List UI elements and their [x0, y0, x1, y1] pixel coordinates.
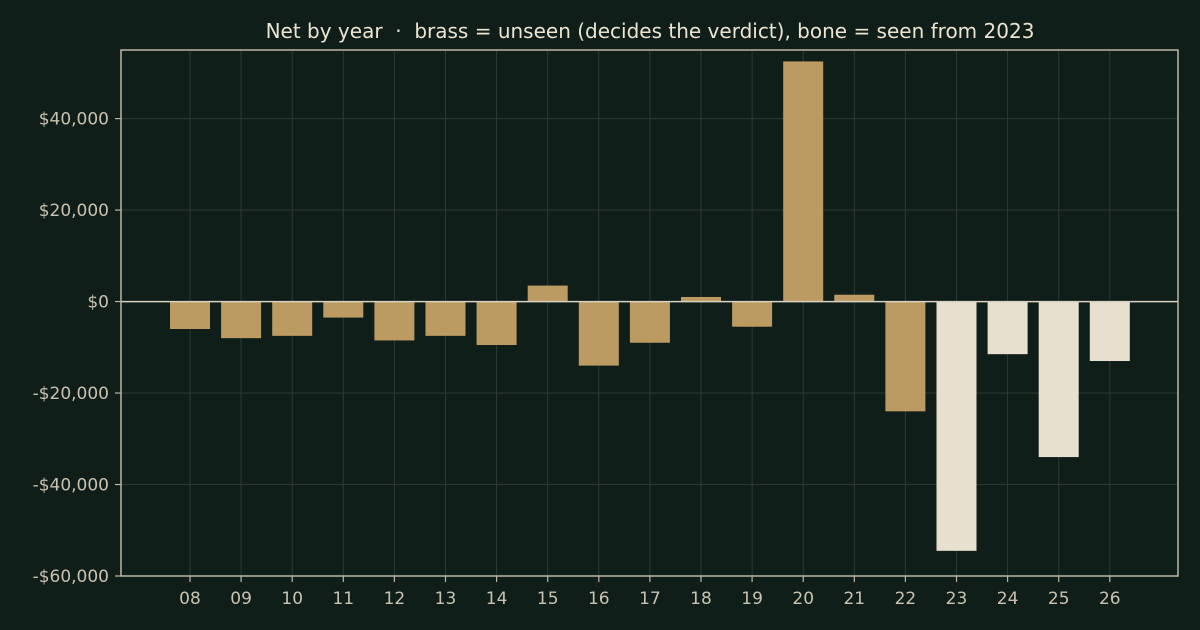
x-tick-label: 10	[281, 589, 303, 609]
bar-20	[783, 61, 824, 302]
y-tick-label: $0	[87, 293, 109, 313]
chart-title: Net by year · brass = unseen (decides th…	[266, 19, 1035, 43]
bar-18	[681, 296, 721, 302]
y-tick-label: -$60,000	[33, 567, 109, 587]
x-axis-ticks: 08 09 10 11 12 13 14 15 16 17 18 19 20 21 22 23 24 25 26	[179, 576, 1121, 609]
bar-10	[272, 301, 313, 336]
bar-13	[425, 301, 466, 336]
bar-22	[885, 301, 926, 412]
x-tick-label: 25	[1048, 589, 1070, 609]
x-tick-label: 22	[895, 589, 917, 609]
x-tick-label: 19	[741, 589, 763, 609]
bar-25	[1038, 301, 1079, 458]
bar-17	[629, 301, 670, 343]
bar-08	[170, 301, 210, 330]
bar-16	[578, 301, 619, 366]
bar-24	[987, 301, 1028, 355]
y-tick-label: $40,000	[39, 110, 109, 130]
x-tick-label: 18	[690, 589, 712, 609]
x-tick-label: 16	[588, 589, 610, 609]
x-tick-label: 11	[332, 589, 354, 609]
y-tick-label: -$40,000	[33, 476, 109, 496]
x-tick-label: 26	[1099, 589, 1121, 609]
x-tick-label: 08	[179, 589, 201, 609]
bar-12	[374, 301, 415, 341]
x-tick-label: 14	[486, 589, 508, 609]
x-tick-label: 20	[792, 589, 814, 609]
x-tick-label: 21	[843, 589, 865, 609]
x-tick-label: 09	[230, 589, 252, 609]
y-tick-label: -$20,000	[33, 384, 109, 404]
bar-21	[834, 294, 875, 302]
bar-26	[1089, 301, 1130, 362]
y-axis-ticks: $40,000 $20,000 $0 -$20,000 -$40,000 -$60,000	[33, 110, 121, 587]
x-tick-label: 15	[537, 589, 559, 609]
bar-23	[936, 301, 977, 551]
bar-11	[323, 301, 364, 318]
bars	[170, 61, 1130, 551]
x-tick-label: 17	[639, 589, 661, 609]
y-tick-label: $20,000	[39, 201, 109, 221]
x-tick-label: 12	[384, 589, 406, 609]
bar-19	[732, 301, 773, 327]
bar-14	[476, 301, 517, 346]
x-tick-label: 13	[435, 589, 457, 609]
x-tick-label: 24	[997, 589, 1019, 609]
x-tick-label: 23	[946, 589, 968, 609]
bar-15	[527, 285, 568, 302]
bar-09	[221, 301, 262, 339]
